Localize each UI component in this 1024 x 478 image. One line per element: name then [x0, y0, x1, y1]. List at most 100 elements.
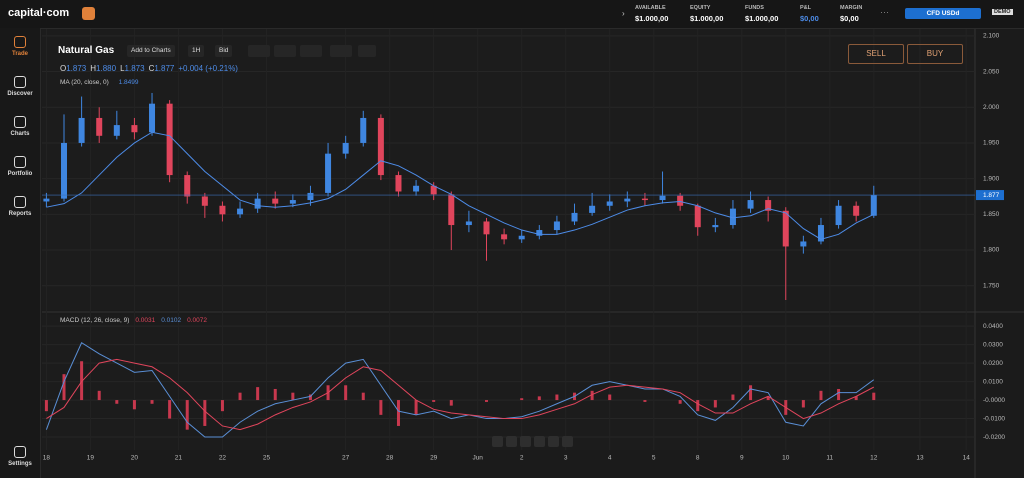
nav-button[interactable]	[548, 436, 559, 447]
candle-body	[483, 221, 490, 235]
y-tick-label: 2.000	[983, 104, 1000, 111]
add-to-charts[interactable]: Add to Charts	[127, 45, 175, 57]
nav-button[interactable]	[534, 436, 545, 447]
layers[interactable]	[330, 45, 352, 57]
y-tick-label: -0.0200	[983, 434, 1005, 441]
account-value: $1.000,00	[745, 14, 779, 23]
y-tick-label: 0.0200	[983, 360, 1003, 367]
drawing[interactable]	[300, 45, 322, 57]
macd-histogram-bar	[220, 400, 224, 412]
logo[interactable]: capital·com	[8, 7, 70, 19]
indicators[interactable]	[274, 45, 296, 57]
macd-histogram-bar	[749, 385, 753, 401]
account-item: P&L $0,00	[800, 5, 819, 23]
y-tick-label: 1.900	[983, 175, 1000, 182]
candle-body	[413, 185, 420, 192]
macd-pane	[42, 315, 975, 450]
account-item: FUNDS $1.000,00	[745, 5, 778, 23]
macd-histogram-bar	[555, 394, 559, 401]
nav-item[interactable]: Reports	[0, 196, 40, 217]
chart-nav	[492, 436, 573, 447]
candle-body	[96, 117, 103, 136]
macd-histogram-bar	[80, 361, 84, 401]
nav-label: Discover	[7, 91, 33, 97]
candle-body	[78, 117, 85, 143]
candle-body	[624, 198, 631, 202]
account-label: MARGIN	[840, 5, 863, 11]
macd-histogram-bar	[308, 394, 312, 401]
macd-histogram-bar	[590, 390, 594, 401]
logo-icon	[82, 7, 95, 20]
candle-body	[289, 200, 296, 204]
price-side[interactable]: Bid	[215, 45, 233, 57]
macd-histogram-bar	[115, 400, 119, 404]
account-label: AVAILABLE	[635, 5, 666, 11]
macd-histogram-bar	[379, 400, 383, 415]
nav-button[interactable]	[492, 436, 503, 447]
nav-item[interactable]: Trade	[0, 36, 40, 57]
account-select[interactable]: CFD USDd	[905, 8, 981, 19]
y-tick-label: 1.950	[983, 140, 1000, 147]
macd-histogram-bar	[396, 400, 400, 426]
sidebar: Trade Discover Charts Portfolio Reports Setti…	[0, 28, 41, 478]
candle-body	[237, 208, 244, 215]
macd-histogram-bar	[132, 400, 136, 410]
x-tick-label: 10	[782, 455, 790, 462]
nav-item[interactable]: Settings	[0, 446, 40, 467]
macd-line	[45, 342, 875, 438]
macd-histogram-bar	[696, 400, 700, 412]
more[interactable]: ···	[880, 7, 889, 17]
nav-button[interactable]	[562, 436, 573, 447]
macd-value: 0.0031	[135, 317, 156, 324]
nav-item[interactable]: Portfolio	[0, 156, 40, 177]
candle-body	[677, 195, 684, 206]
macd-histogram-bar	[766, 396, 770, 401]
candle-body	[307, 192, 314, 201]
timeframe[interactable]: 1H	[188, 45, 205, 57]
nav-button[interactable]	[506, 436, 517, 447]
ma-legend: MA (20, close, 0) 1.8499	[60, 79, 138, 86]
macd-histogram-bar	[608, 394, 612, 401]
nav-label: Trade	[11, 51, 28, 57]
candle-body	[272, 198, 279, 204]
candle-body	[870, 195, 877, 216]
candle-body	[694, 205, 701, 228]
candle-body	[377, 117, 384, 176]
macd-legend: MACD (12, 26, close, 9) 0.0031 0.0102 0.007…	[60, 317, 207, 324]
candle-body	[729, 208, 736, 226]
account-value: $0,00	[800, 14, 819, 23]
nav-item[interactable]: Discover	[0, 76, 40, 97]
macd-histogram-bar	[414, 400, 418, 415]
nav-icon	[14, 156, 26, 168]
x-tick-label: Jun	[472, 455, 483, 462]
candle-body	[782, 210, 789, 247]
current-price-box	[976, 190, 1004, 201]
account-value: $1.000,00	[690, 14, 724, 23]
macd-histogram-bar	[291, 392, 295, 401]
y-tick-label: -0.0000	[983, 397, 1005, 404]
candle-body	[360, 117, 367, 143]
sell-button[interactable]: SELL	[848, 44, 904, 64]
nav-button[interactable]	[520, 436, 531, 447]
nav-item[interactable]: Charts	[0, 116, 40, 137]
buy-button[interactable]: BUY	[907, 44, 963, 64]
macd-histogram-bar	[150, 400, 154, 404]
ohlc-legend: O1.873 H1.880 L1.873 C1.877 +0.004 (+0.21%)	[60, 64, 238, 73]
candle-body	[131, 125, 138, 133]
ma-name: MA (20, close, 0)	[60, 79, 109, 86]
macd-histogram-bar	[837, 388, 841, 401]
fullscreen[interactable]	[358, 45, 376, 57]
account-item: EQUITY $1.000,00	[690, 5, 723, 23]
macd-line	[46, 358, 875, 431]
candle-body	[712, 225, 719, 228]
x-tick-label: 2	[520, 455, 524, 462]
collapse-arrow[interactable]: ›	[622, 9, 625, 18]
candle-body	[465, 221, 472, 226]
macd-histogram-bar	[643, 400, 647, 402]
macd-histogram-bar	[731, 394, 735, 401]
candle-body	[571, 212, 578, 222]
macd-histogram-bar	[344, 385, 348, 401]
chart-type[interactable]	[248, 45, 270, 57]
account-value: $1.000,00	[635, 14, 669, 23]
